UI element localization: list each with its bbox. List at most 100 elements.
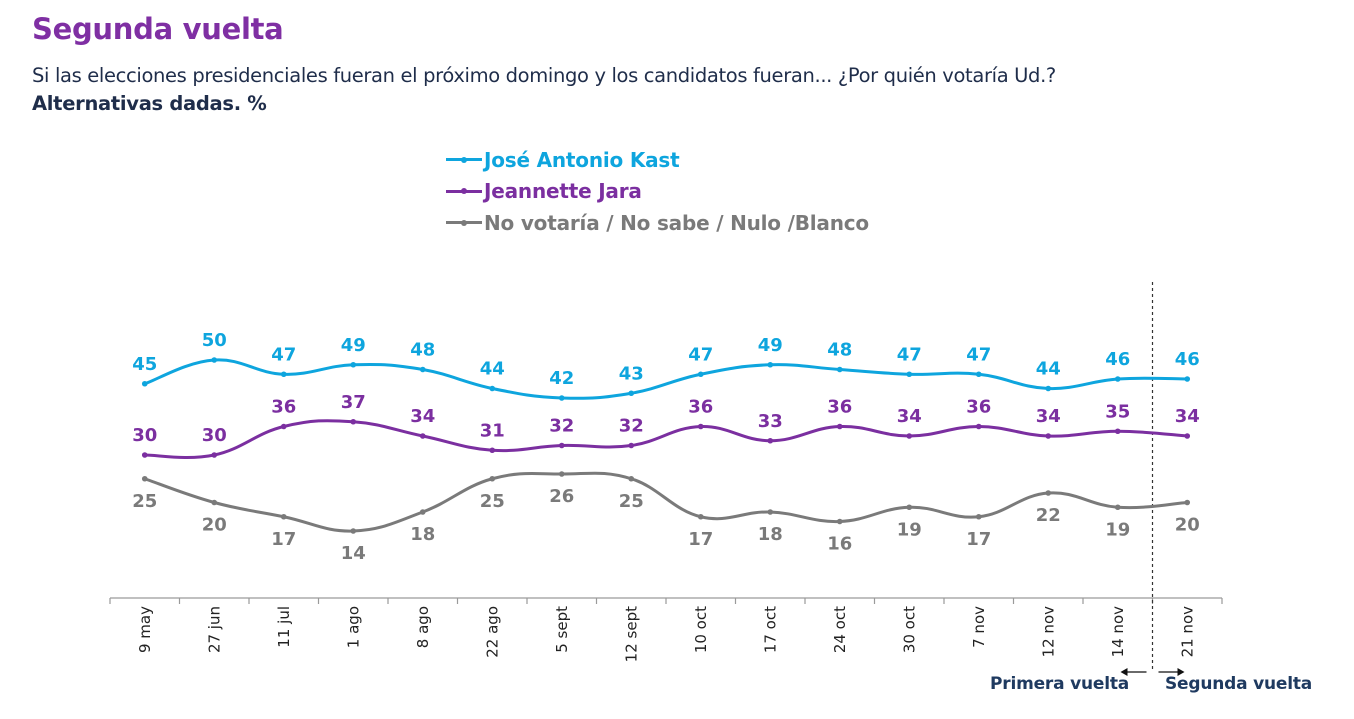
x-tick-label: 24 oct [831,606,849,653]
data-point-kast [836,366,843,373]
data-label-no-vote: 17 [271,529,296,550]
data-label-kast: 42 [549,368,574,389]
question-text: Si las elecciones presidenciales fueran … [32,64,1056,87]
second-round-arrow-head [1177,668,1185,676]
data-label-kast: 49 [758,335,783,356]
data-label-no-vote: 25 [132,491,157,512]
data-label-no-vote: 20 [202,515,227,536]
data-label-no-vote: 14 [341,543,366,564]
data-label-jara: 31 [480,420,505,441]
x-tick-label: 10 oct [692,606,710,653]
data-point-no-vote [489,475,496,482]
data-point-kast [906,371,913,378]
data-point-jara [906,433,913,439]
x-tick-label: 11 jul [275,606,293,648]
first-round-arrow-head [1120,668,1128,676]
legend-swatch-kast [446,156,482,163]
data-label-no-vote: 16 [827,534,852,555]
x-tick-label: 14 nov [1109,606,1127,658]
x-tick-label: 27 jun [205,606,223,653]
data-point-jara [1045,433,1052,439]
data-point-kast [419,366,426,373]
data-label-jara: 35 [1105,401,1130,422]
data-point-jara [767,437,774,444]
data-point-jara [489,447,496,454]
x-tick-label: 12 nov [1039,606,1057,658]
legend-label-no-vote: No votaría / No sabe / Nulo /Blanco [484,210,869,235]
x-tick-label: 21 nov [1178,606,1196,658]
data-point-jara [280,423,287,430]
data-label-no-vote: 18 [758,524,783,545]
data-point-no-vote [350,528,357,534]
data-point-jara [836,423,843,430]
data-label-kast: 48 [827,340,852,361]
data-label-no-vote: 19 [1105,519,1130,540]
data-point-kast [975,371,982,378]
legend-item-jara: Jeannette Jara [446,176,869,208]
data-label-jara: 36 [966,397,991,418]
chart-legend: José Antonio Kast Jeannette Jara No vota… [446,144,869,239]
first-round-label: Primera vuelta [990,674,1130,694]
data-label-kast: 47 [897,344,922,365]
units-note: Alternativas dadas. % [32,92,267,115]
data-point-jara [211,452,218,458]
data-label-no-vote: 25 [619,491,644,512]
x-tick-label: 1 ago [344,606,362,648]
data-label-no-vote: 18 [410,524,435,545]
second-round-label: Segunda vuelta [1165,674,1313,694]
x-tick-label: 5 sept [553,606,571,653]
data-point-jara [1184,433,1191,439]
data-label-jara: 33 [758,411,783,432]
data-label-kast: 48 [410,340,435,361]
data-label-no-vote: 17 [688,529,713,550]
data-label-kast: 44 [480,359,505,380]
data-point-no-vote [906,504,913,511]
data-label-jara: 37 [341,392,366,413]
data-label-kast: 47 [966,344,991,365]
data-point-kast [280,371,287,378]
data-point-kast [1045,385,1052,392]
legend-item-kast: José Antonio Kast [446,144,869,176]
data-point-kast [628,390,635,397]
x-tick-label: 9 may [136,606,154,653]
data-label-kast: 45 [132,354,157,375]
data-point-jara [141,452,148,458]
data-label-kast: 46 [1175,349,1200,370]
data-point-kast [1184,376,1191,382]
data-label-jara: 32 [619,416,644,437]
legend-swatch-jara [446,188,482,195]
data-point-no-vote [1184,499,1191,506]
data-point-no-vote [1045,490,1052,496]
data-point-kast [767,361,774,368]
data-label-no-vote: 20 [1175,515,1200,536]
data-point-no-vote [1114,504,1121,511]
data-point-no-vote [836,518,843,525]
data-point-kast [697,371,704,378]
x-tick-label: 7 nov [970,606,988,648]
data-point-jara [697,423,704,430]
data-label-kast: 43 [619,363,644,384]
data-point-no-vote [697,513,704,520]
legend-item-no-vote: No votaría / No sabe / Nulo /Blanco [446,207,869,239]
data-label-kast: 49 [341,335,366,356]
data-point-jara [975,423,982,430]
data-label-jara: 34 [897,406,922,427]
data-point-no-vote [767,509,774,515]
data-label-kast: 47 [688,344,713,365]
legend-swatch-no-vote [446,219,482,226]
data-label-kast: 44 [1036,359,1061,380]
data-point-jara [1114,428,1121,435]
series-line-no-vote [143,471,1189,533]
data-point-no-vote [975,513,982,520]
data-label-jara: 30 [132,425,157,446]
data-label-jara: 36 [688,397,713,418]
data-point-jara [350,418,357,425]
data-point-kast [141,380,148,387]
data-label-no-vote: 17 [966,529,991,550]
series-line-kast [143,358,1189,400]
data-point-jara [558,442,565,449]
data-label-jara: 34 [1175,406,1200,427]
legend-label-kast: José Antonio Kast [484,147,680,172]
x-tick-label: 12 sept [622,606,640,662]
data-label-jara: 34 [410,406,435,427]
